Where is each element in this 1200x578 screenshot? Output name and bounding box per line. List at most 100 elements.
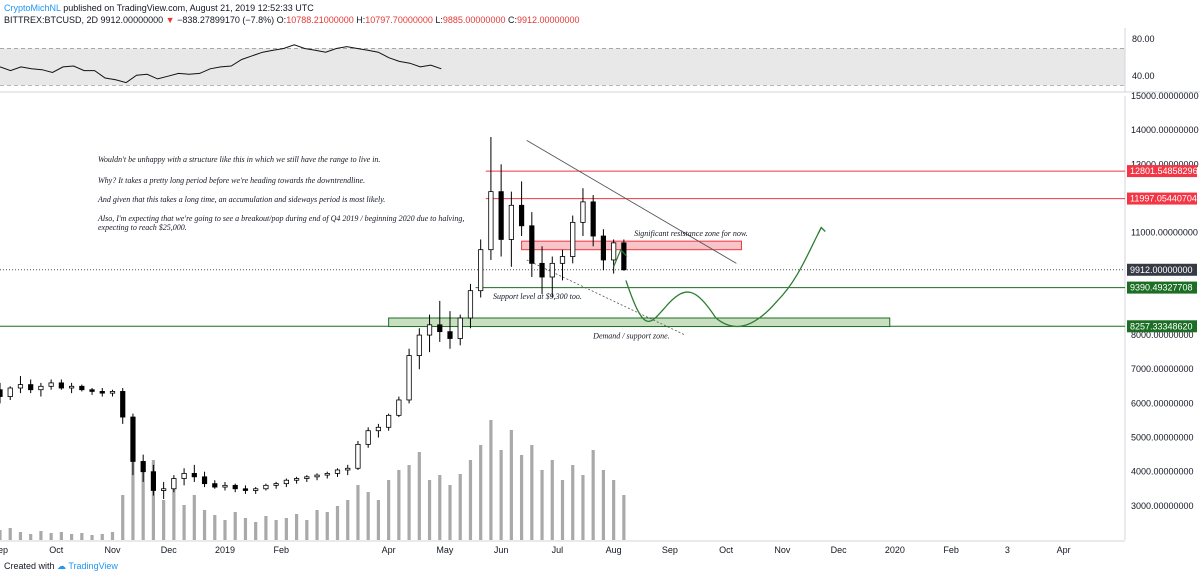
volume-bar xyxy=(448,485,452,540)
candle-body xyxy=(181,472,187,479)
candle-body xyxy=(140,461,146,473)
candle-body xyxy=(498,191,504,240)
price-tick-label: 8000.00000000 xyxy=(1131,330,1194,340)
tradingview-brand[interactable]: TradingView xyxy=(68,561,118,571)
candle-body xyxy=(201,476,208,485)
volume-bar xyxy=(39,531,43,540)
price-tick-label: 15000.00000000 xyxy=(1131,91,1199,101)
volume-bar xyxy=(141,470,145,540)
time-tick-label: Nov xyxy=(104,545,121,555)
rsi-band xyxy=(0,48,1125,86)
symbol-label: BITTREX:BTCUSD, 2D xyxy=(4,15,99,25)
candle-body xyxy=(222,484,228,488)
volume-bar xyxy=(264,516,268,540)
note-text: Also, I'm expecting that we're going to … xyxy=(97,214,464,223)
volume-bar xyxy=(131,445,135,540)
chart-canvas[interactable]: 80.00 40.00 Wouldn't be unhappy with a st… xyxy=(0,28,1200,558)
time-tick-label: Dec xyxy=(831,545,848,555)
candle-body xyxy=(600,235,607,261)
candle-body xyxy=(212,483,218,488)
price-tick-label: 11000.00000000 xyxy=(1131,228,1198,238)
candle-body xyxy=(580,201,586,223)
time-tick-label: Sep xyxy=(662,545,678,555)
price-tag-label: 12801.54858296 xyxy=(1130,166,1198,176)
candle-body xyxy=(191,472,197,478)
volume-bar xyxy=(530,445,534,540)
candle-body xyxy=(334,469,341,474)
note-text: And given that this takes a long time, a… xyxy=(97,195,385,204)
candle-body xyxy=(406,355,412,401)
ohlc-line: BITTREX:BTCUSD, 2D 9912.00000000 ▼ −838.… xyxy=(4,14,580,26)
volume-bar xyxy=(366,492,370,540)
candle-body xyxy=(355,443,361,469)
rsi-pane: 80.00 40.00 xyxy=(0,28,1200,93)
candle-body xyxy=(447,331,453,339)
candle-body xyxy=(386,414,392,428)
time-axis: Sep Oct Nov Dec 2019 Feb Apr May Jun Jul Aug Sep Oct… xyxy=(0,540,1125,555)
volume-bar xyxy=(305,520,309,540)
volume-bar xyxy=(162,500,166,540)
candle-body xyxy=(58,382,64,389)
volume-bar xyxy=(315,510,319,540)
volume-bar xyxy=(18,532,23,540)
volume-bar xyxy=(49,533,53,540)
price-tag-label: 9912.00000000 xyxy=(1130,265,1193,275)
volume-bar xyxy=(509,430,513,540)
volume-bar xyxy=(356,485,360,540)
price-tag-label: 9390.49327708 xyxy=(1130,283,1193,293)
candle-body xyxy=(426,324,433,336)
close-label: C: xyxy=(507,15,517,25)
time-tick-label: Oct xyxy=(49,545,64,555)
note-text: Wouldn't be unhappy with a structure lik… xyxy=(98,155,380,164)
candle-body xyxy=(130,416,136,462)
volume-bar xyxy=(243,518,248,540)
support-label: Support level at $9,300 too. xyxy=(493,292,582,301)
candle-body xyxy=(109,391,116,394)
candle-body xyxy=(7,387,13,397)
candle-body xyxy=(529,225,535,264)
footer: Created with ☁ TradingView xyxy=(4,561,118,572)
candle-body xyxy=(68,385,75,389)
note-text: expecting to reach $25,000. xyxy=(98,223,187,232)
volume-bar xyxy=(0,530,2,540)
rsi-series-line xyxy=(0,44,442,84)
time-tick-label: Nov xyxy=(774,545,791,555)
volume-bar xyxy=(110,532,115,540)
volume-bar xyxy=(468,460,473,540)
candle-body xyxy=(345,467,351,471)
volume-bar xyxy=(489,420,493,540)
candle-body xyxy=(253,488,259,491)
candle-body xyxy=(283,479,289,485)
price-tag-label: 11997.05440704 xyxy=(1130,194,1197,204)
volume-bar xyxy=(458,474,462,540)
volume-bar xyxy=(601,470,606,540)
volume-bar xyxy=(376,500,381,540)
candle-body xyxy=(467,290,474,319)
price-tag xyxy=(1127,192,1197,205)
price-tick-label: 6000.00000000 xyxy=(1131,398,1194,408)
volume-bar xyxy=(560,480,565,540)
price-tick-label: 5000.00000000 xyxy=(1131,433,1194,443)
price-tag xyxy=(1127,263,1197,276)
time-tick-label: 3 xyxy=(1005,545,1010,555)
candle-body xyxy=(621,242,627,271)
candle-body xyxy=(365,430,371,445)
candle-body xyxy=(273,483,279,486)
candle-body xyxy=(549,262,555,278)
author-link[interactable]: CryptoMichNL xyxy=(4,3,61,13)
volume-bar xyxy=(8,528,12,540)
chart-header: CryptoMichNL published on TradingView.co… xyxy=(0,0,1200,28)
candle-body xyxy=(161,488,167,491)
volume-bar xyxy=(550,460,554,540)
volume-bar xyxy=(213,515,217,540)
rsi-tick-label: 80.00 xyxy=(1132,34,1155,44)
demand-label: Demand / support zone. xyxy=(592,331,669,340)
candle-body xyxy=(38,385,44,391)
time-tick-label: Aug xyxy=(606,545,622,555)
time-tick-label: Apr xyxy=(1057,545,1071,555)
downtrend-line xyxy=(526,140,737,264)
candle-body xyxy=(457,317,463,339)
candle-body xyxy=(120,391,126,418)
volume-bar xyxy=(151,460,156,540)
high-value: 10797.70000000 xyxy=(365,15,433,25)
